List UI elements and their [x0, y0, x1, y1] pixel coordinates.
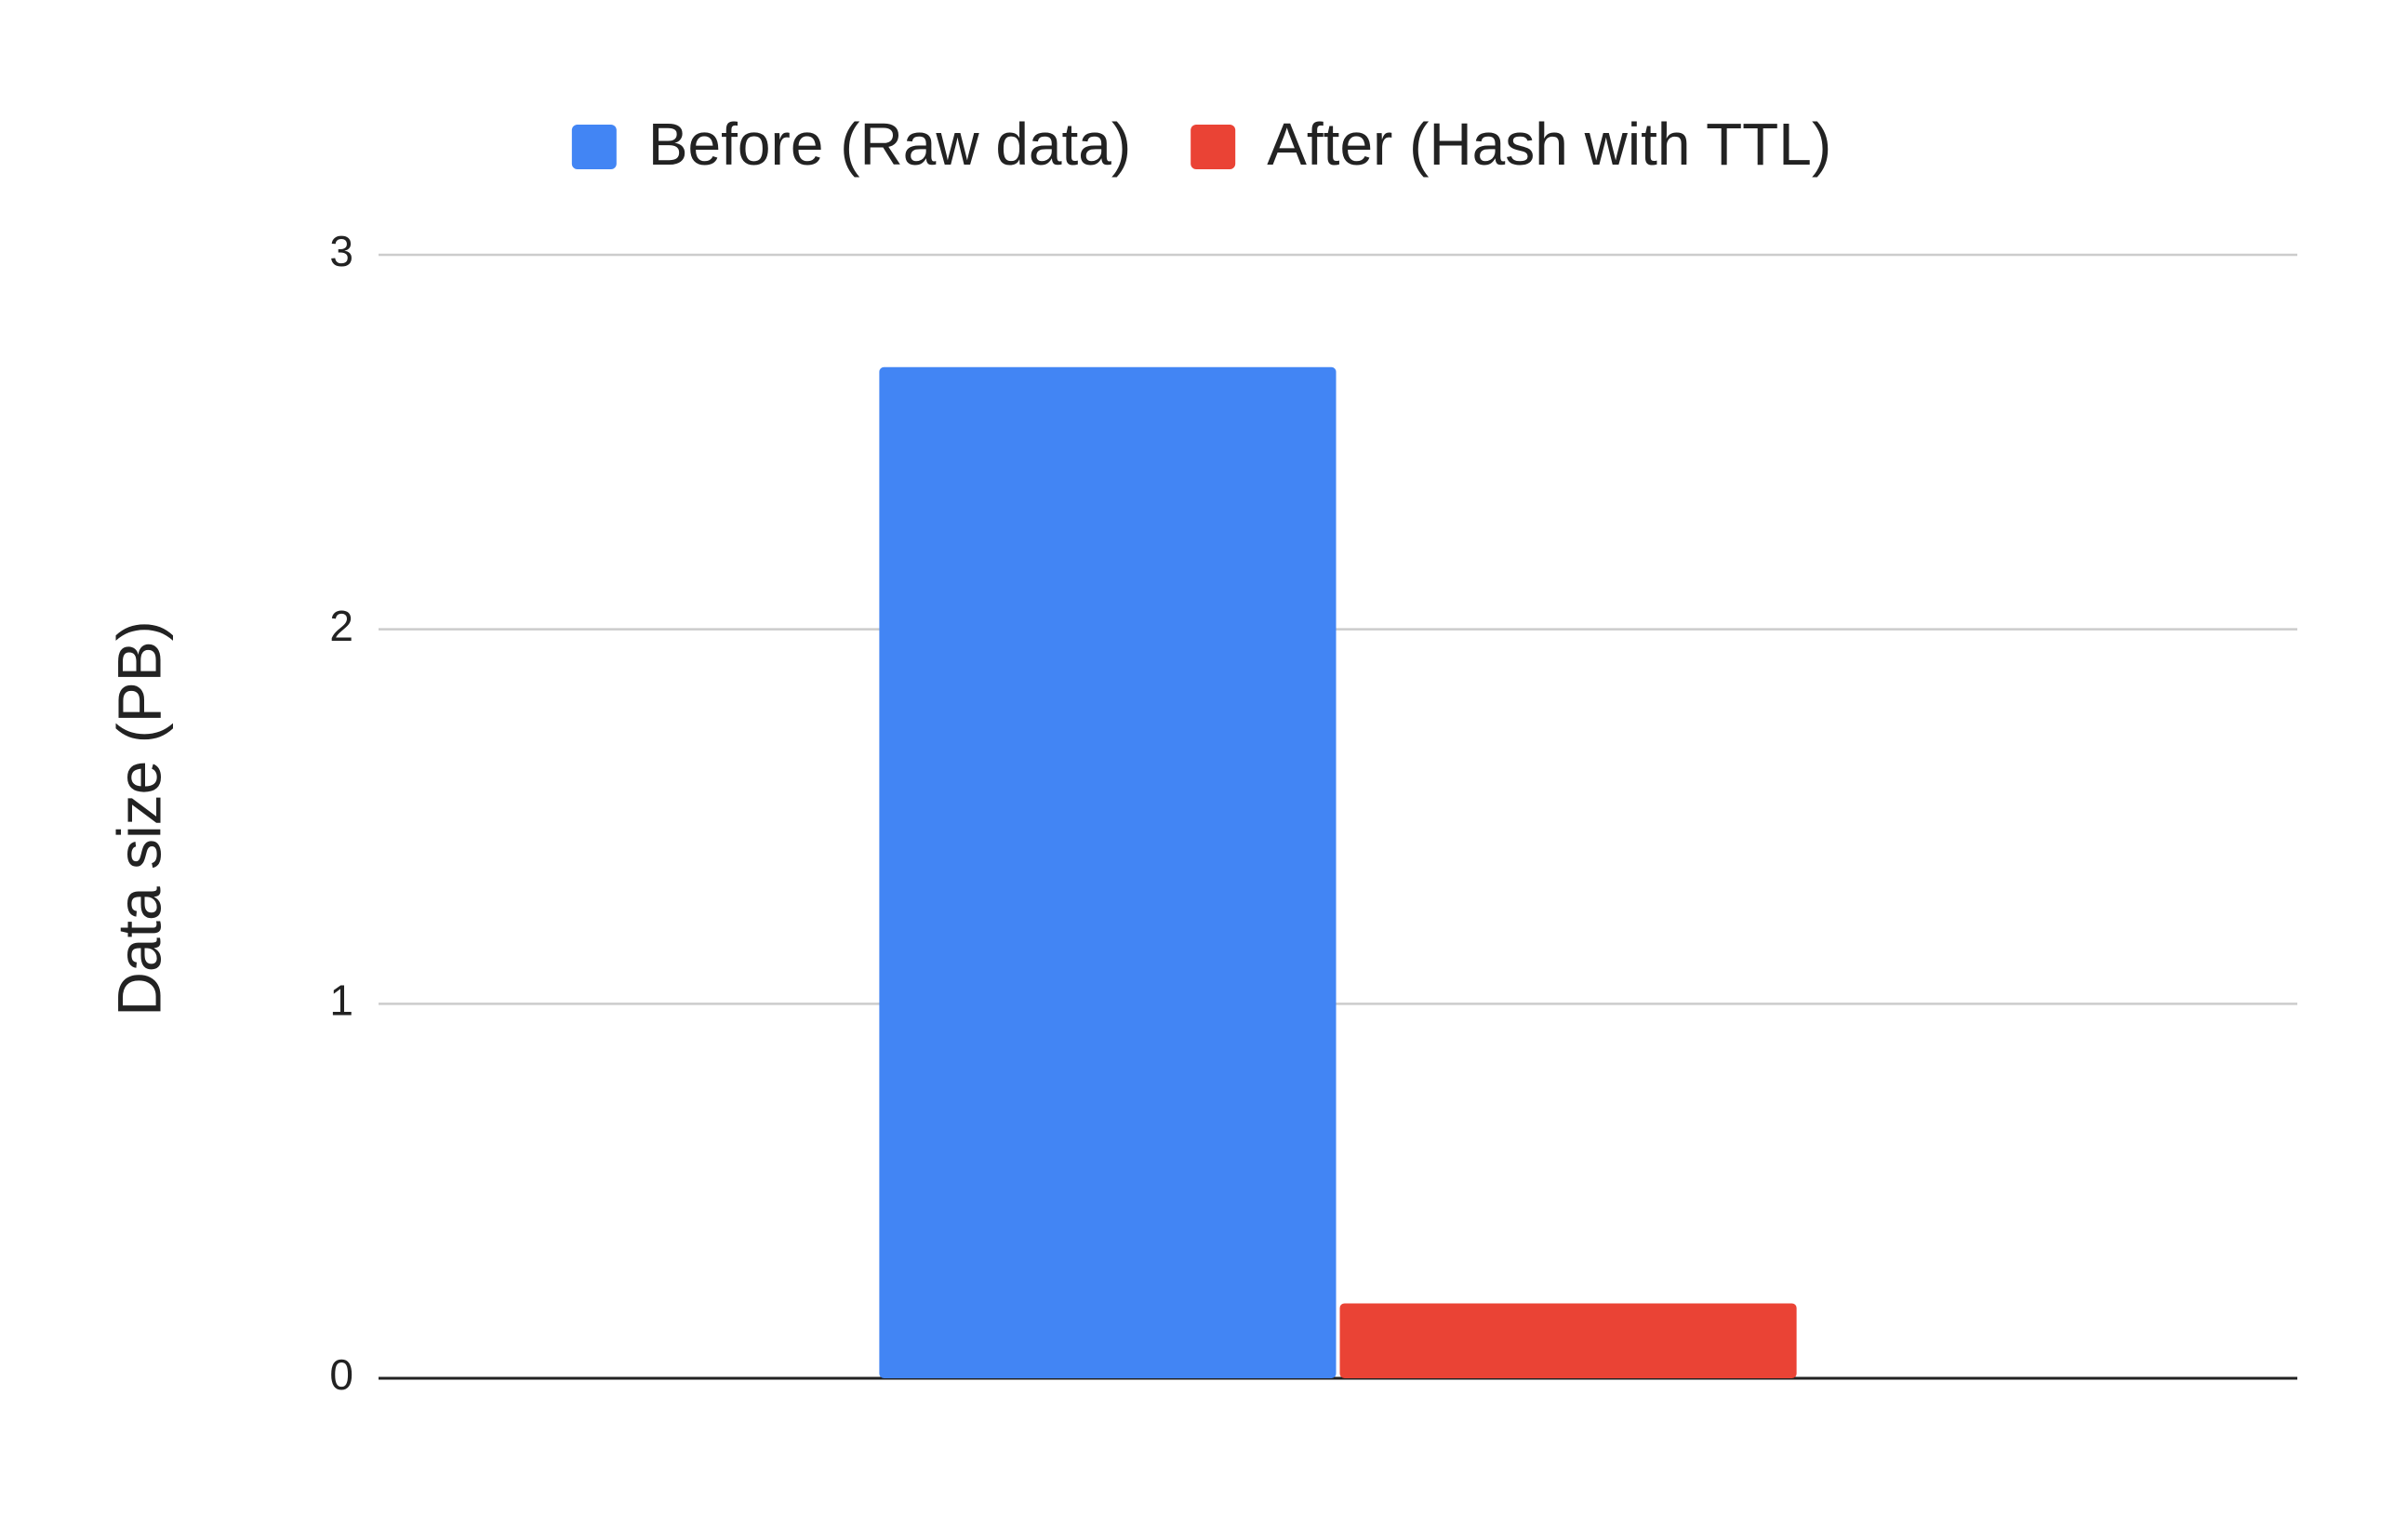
y-tick-label: 1	[329, 976, 353, 1024]
y-tick-label: 2	[329, 602, 353, 650]
legend-label: After (Hash with TTL)	[1267, 111, 1831, 178]
legend: Before (Raw data) After (Hash with TTL)	[571, 111, 1831, 178]
y-tick-label: 3	[329, 227, 353, 275]
legend-swatch	[1191, 125, 1236, 169]
bar	[879, 366, 1337, 1378]
y-tick-label: 0	[329, 1350, 353, 1399]
legend-swatch	[571, 125, 617, 169]
legend-label: Before (Raw data)	[648, 111, 1131, 178]
y-axis-label: Data size (PB)	[104, 620, 173, 1016]
bar	[1339, 1303, 1797, 1378]
